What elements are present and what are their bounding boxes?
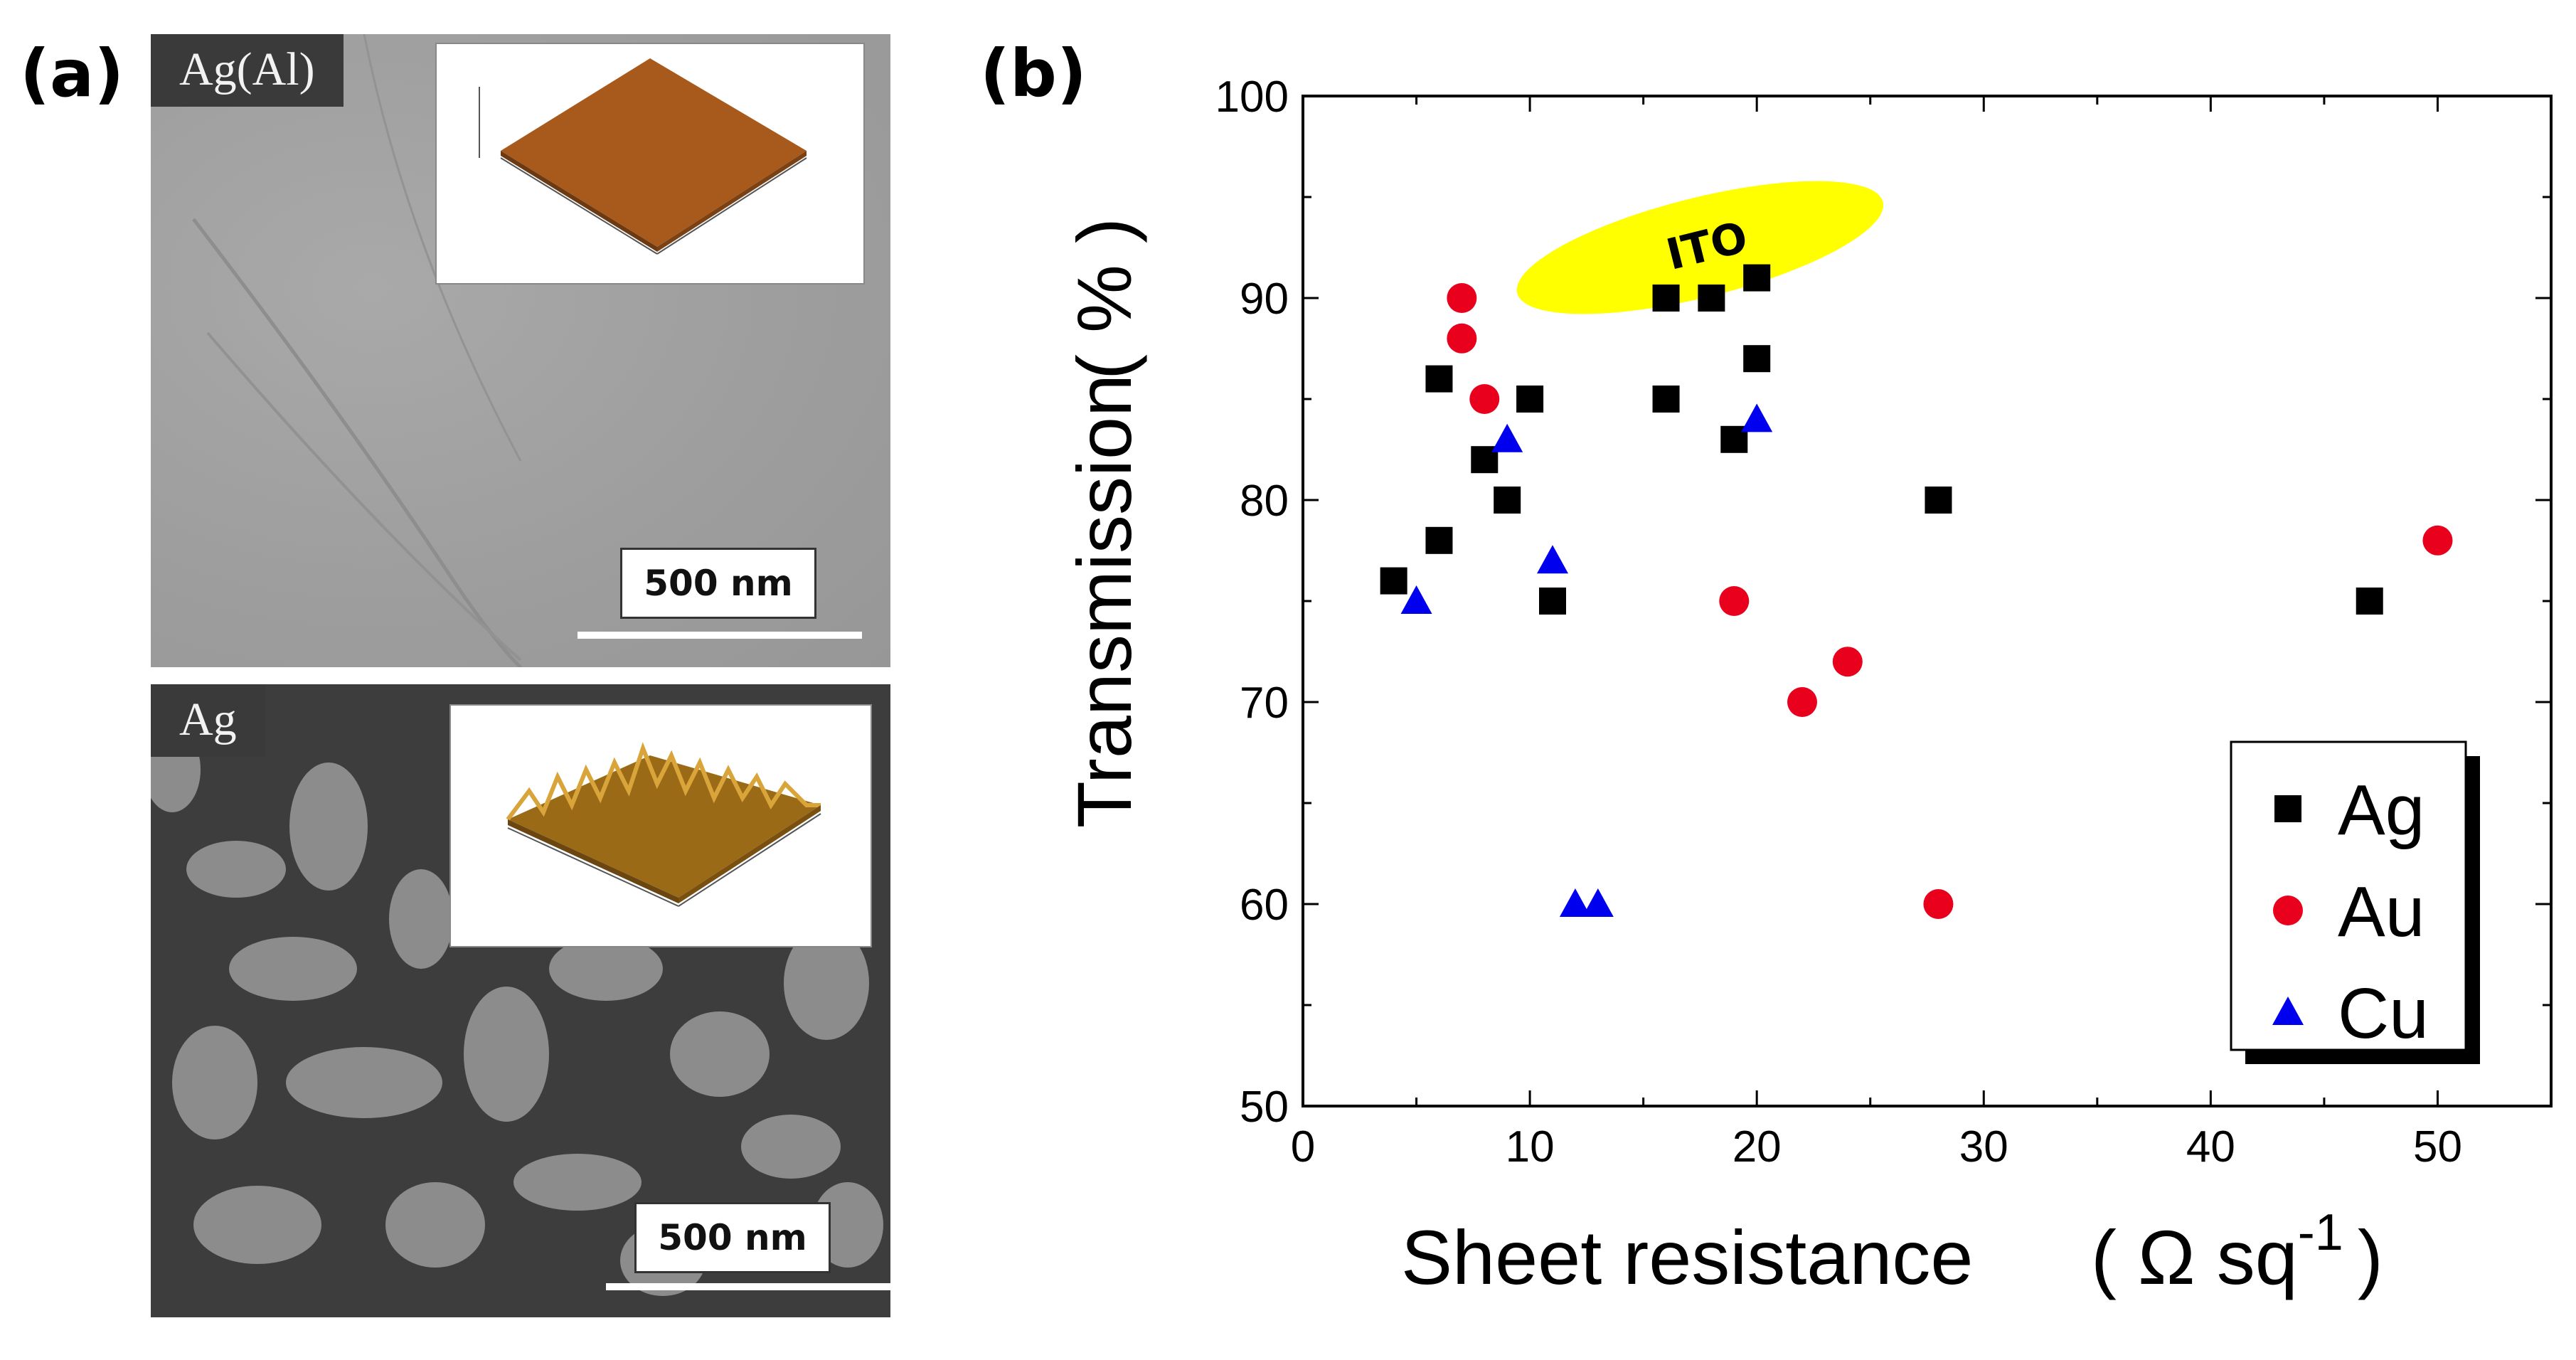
scale-bar-top xyxy=(578,632,862,639)
x-axis-unit: ( Ω sq-1) xyxy=(2091,1204,2383,1300)
ito-annotation: ITO xyxy=(1516,181,1884,314)
x-tick-label: 40 xyxy=(2186,1122,2235,1172)
legend-marker-cu xyxy=(2272,997,2304,1025)
data-point-ag xyxy=(1380,567,1407,595)
ito-ellipse xyxy=(1516,181,1884,314)
afm-inset-flat xyxy=(435,43,865,285)
data-point-au xyxy=(1787,687,1817,717)
data-point-au xyxy=(2422,525,2453,556)
data-point-cu xyxy=(1537,545,1568,574)
y-axis-unit: ( % ) xyxy=(1061,218,1147,380)
data-point-ag xyxy=(2356,588,2383,615)
sem-image-ag: Ag 500 nm xyxy=(151,684,890,1317)
data-point-au xyxy=(1469,384,1500,414)
panel-a-label: (a) xyxy=(20,36,124,112)
ag-islands xyxy=(151,727,883,1296)
data-point-cu xyxy=(1559,888,1591,917)
scale-bar-label-bottom: 500 nm xyxy=(634,1202,831,1273)
legend-box xyxy=(2230,740,2467,1051)
x-tick-label: 10 xyxy=(1506,1122,1555,1172)
y-tick-label: 90 xyxy=(1240,275,1289,324)
data-point-ag xyxy=(1652,386,1680,413)
x-tick-label: 30 xyxy=(1959,1122,2008,1172)
data-point-au xyxy=(1447,283,1477,313)
x-axis-label: Sheet resistance xyxy=(1401,1214,1973,1300)
data-point-ag xyxy=(1652,285,1680,312)
x-tick-label: 50 xyxy=(2413,1122,2462,1172)
data-point-ag xyxy=(1925,487,1952,514)
y-tick-label: 60 xyxy=(1240,881,1289,930)
data-point-ag xyxy=(1425,526,1453,554)
sem-label-ag: Ag xyxy=(151,684,265,757)
data-point-ag xyxy=(1494,487,1521,514)
afm-rough-surface xyxy=(506,742,821,907)
data-point-au xyxy=(1832,647,1863,677)
afm-inset-rough xyxy=(449,704,872,947)
legend-label-cu: Cu xyxy=(2338,974,2429,1053)
sem-label-ag-al: Ag(Al) xyxy=(151,34,344,107)
afm-flat-surface xyxy=(479,58,807,255)
y-axis-label: Transmission xyxy=(1061,374,1147,828)
data-point-ag xyxy=(1698,285,1725,312)
data-point-ag xyxy=(1539,588,1566,615)
legend-label-au: Au xyxy=(2338,872,2425,952)
y-tick-label: 80 xyxy=(1240,477,1289,526)
scale-bar-bottom xyxy=(606,1283,890,1290)
sem-image-ag-al: Ag(Al) 500 nm xyxy=(151,34,890,667)
y-tick-label: 100 xyxy=(1215,73,1289,122)
data-point-ag xyxy=(1425,365,1453,393)
data-point-au xyxy=(1923,889,1954,919)
grain-boundaries xyxy=(192,34,578,667)
data-point-cu xyxy=(1491,423,1523,452)
legend-marker-au xyxy=(2273,896,2303,925)
y-tick-label: 50 xyxy=(1240,1083,1289,1132)
data-point-cu xyxy=(1400,585,1432,614)
data-point-ag xyxy=(1743,264,1771,292)
data-point-cu xyxy=(1582,888,1614,917)
scale-bar-label-top: 500 nm xyxy=(620,548,816,619)
x-tick-label: 20 xyxy=(1733,1122,1782,1172)
legend-marker-ag xyxy=(2274,795,2301,822)
data-point-ag xyxy=(1743,345,1771,373)
data-point-au xyxy=(1719,586,1750,616)
x-axis-unit-exponent: -1 xyxy=(2298,1204,2343,1261)
data-point-au xyxy=(1447,323,1477,354)
legend: Ag Au Cu xyxy=(2230,740,2480,1064)
y-tick-label: 70 xyxy=(1240,679,1289,728)
x-tick-label: 0 xyxy=(1291,1122,1315,1172)
data-point-ag xyxy=(1516,386,1544,413)
legend-label-ag: Ag xyxy=(2338,770,2425,850)
data-point-cu xyxy=(1741,403,1773,432)
panel-b-label: (b) xyxy=(980,36,1087,112)
